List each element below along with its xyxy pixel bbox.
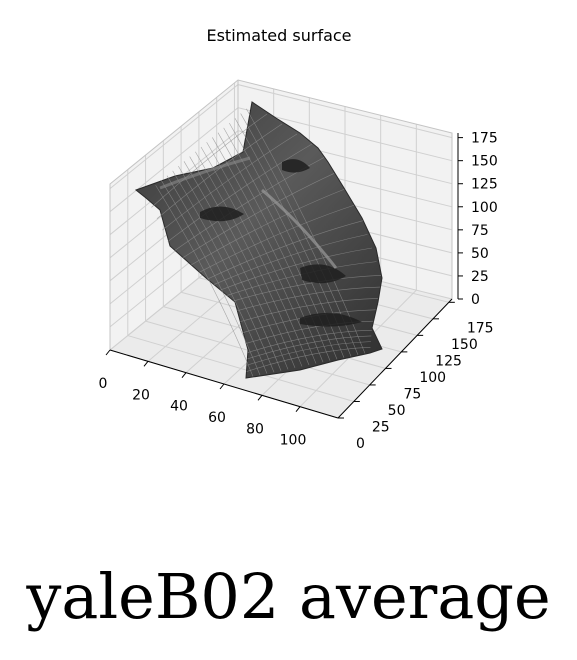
mesh-row (207, 220, 363, 280)
tick-x (257, 395, 263, 401)
mesh-row (233, 274, 382, 302)
mesh-col (155, 185, 254, 377)
surface-highlight-nose (261, 188, 338, 269)
tick-label-x: 100 (280, 433, 307, 449)
surface (134, 101, 383, 379)
mesh-row (246, 347, 371, 372)
mesh-col (172, 170, 275, 373)
tick-label-y: 0 (356, 436, 365, 452)
mesh-col (206, 142, 317, 364)
tick-label-z: 50 (471, 246, 489, 262)
mesh-row (213, 234, 368, 285)
tick-label-z: 125 (471, 177, 498, 193)
mesh-col (178, 165, 282, 371)
tick-label-x: 80 (246, 421, 264, 437)
tick-label-y: 100 (419, 370, 446, 386)
tick-label-z: 100 (471, 200, 498, 216)
tick-x (181, 372, 187, 378)
tick-label-x: 40 (170, 399, 188, 415)
mesh-row (237, 286, 381, 312)
tick-label-x: 20 (132, 387, 150, 403)
tick-x (105, 349, 111, 356)
mesh-col (223, 127, 338, 360)
mesh-row (151, 113, 268, 208)
chart-title: Estimated surface (206, 26, 351, 45)
surface-shadow-eye-left (200, 206, 244, 222)
mesh-col (161, 180, 261, 376)
mesh-col (229, 122, 345, 358)
tick-label-z: 0 (471, 292, 480, 308)
tick-label-x: 60 (208, 410, 226, 426)
mesh-col (189, 156, 296, 369)
mesh-col (200, 146, 310, 366)
tick-label-x: 0 (99, 376, 108, 392)
mesh-col (166, 175, 268, 374)
tick-x (143, 361, 149, 367)
tick-x (219, 383, 225, 390)
surface-shadow-nose (300, 264, 346, 284)
mesh-row (220, 247, 373, 291)
mesh-col (183, 161, 289, 370)
tick-label-z: 75 (471, 223, 489, 239)
mesh-row (191, 189, 345, 266)
mesh-row (167, 143, 313, 242)
mesh-row (199, 204, 355, 273)
tick-label-y: 50 (388, 403, 406, 419)
tick-label-z: 150 (471, 154, 498, 170)
tick-label-y: 175 (467, 320, 494, 336)
mesh-row (247, 329, 372, 353)
tick-label-y: 150 (451, 337, 478, 353)
mesh-col (195, 151, 303, 367)
surface-highlight-brow (159, 156, 251, 190)
tick-label-z: 25 (471, 269, 489, 285)
tick-label-y: 25 (372, 419, 390, 435)
tick-label-y: 75 (404, 386, 422, 402)
grid-line-y (127, 335, 354, 402)
tick-label-z: 175 (471, 131, 498, 147)
mesh-row (182, 173, 335, 258)
mesh-row (240, 298, 378, 322)
mesh-row (162, 133, 298, 231)
figure-caption: yaleB02 average (26, 560, 551, 633)
surface-shadow-mouth (300, 312, 362, 327)
tick-label-y: 125 (435, 353, 462, 369)
tick-x (295, 406, 301, 412)
mesh-row (247, 335, 372, 360)
surface-shadow-eye-right (282, 159, 310, 173)
